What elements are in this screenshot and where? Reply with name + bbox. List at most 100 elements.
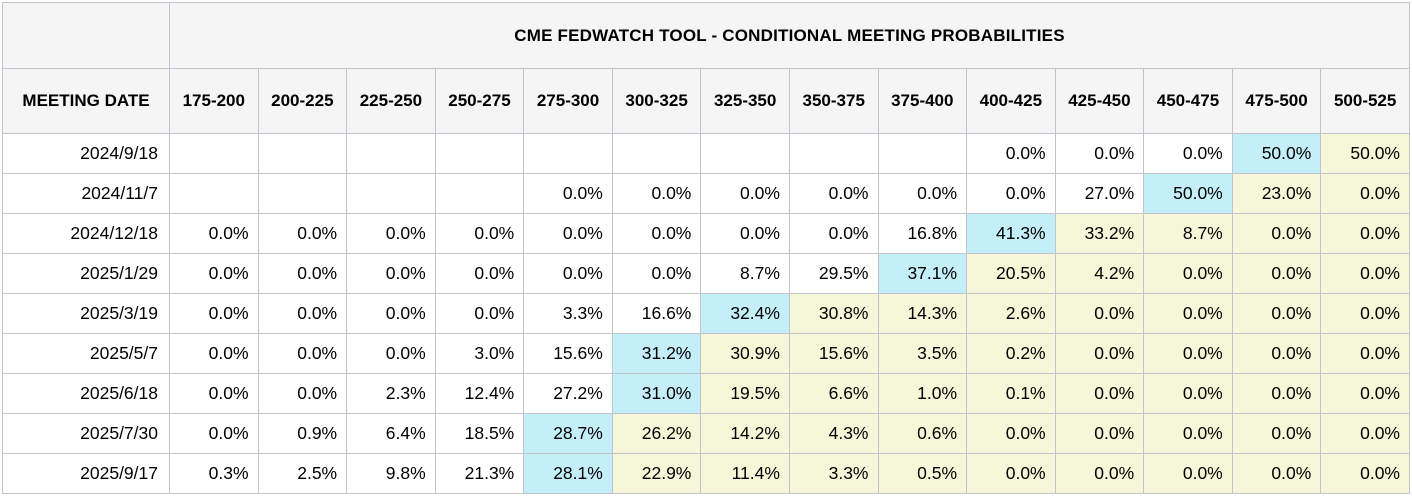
probability-cell: 37.1% [877,253,968,294]
probability-cell: 4.3% [788,413,879,454]
probability-cell [877,133,968,174]
rate-range-header: 200-225 [257,68,348,134]
probability-cell: 0.0% [169,213,259,254]
probability-cell: 41.3% [966,213,1056,254]
probability-cell: 16.8% [877,213,968,254]
probability-cell: 0.0% [1054,293,1145,334]
probability-cell: 0.0% [1231,413,1322,454]
probability-cell: 0.0% [1143,133,1233,174]
probability-cell: 0.0% [1231,333,1322,374]
probability-cell: 0.0% [611,213,702,254]
probability-cell: 0.0% [611,253,702,294]
corner-cell [2,2,170,69]
probability-cell: 0.0% [1231,373,1322,414]
probability-cell: 0.0% [169,373,259,414]
probability-cell: 8.7% [700,253,790,294]
probability-cell: 2.3% [346,373,436,414]
rate-range-header: 175-200 [169,68,259,134]
probability-cell: 0.0% [1143,413,1233,454]
probability-cell [788,133,879,174]
probability-cell: 0.0% [700,213,790,254]
probability-cell: 0.0% [169,333,259,374]
meeting-date-cell: 2025/1/29 [2,253,170,294]
probability-cell: 3.3% [523,293,613,334]
probability-cell: 0.0% [1054,413,1145,454]
probability-cell: 0.0% [346,253,436,294]
probability-cell: 0.3% [169,453,259,494]
probability-cell: 0.0% [1143,293,1233,334]
probability-cell: 0.0% [257,373,348,414]
table-row: 2025/7/30 0.0% 0.9% 6.4% 18.5% 28.7% 26.2% 14.2… [2,413,1410,454]
probability-cell: 6.4% [346,413,436,454]
probability-cell: 21.3% [434,453,525,494]
meeting-date-cell: 2024/12/18 [2,213,170,254]
rate-range-header: 300-325 [611,68,702,134]
probability-cell: 0.0% [1320,253,1410,294]
probability-cell: 0.0% [257,213,348,254]
probability-cell: 0.0% [1054,333,1145,374]
probability-cell: 0.0% [523,173,613,214]
probability-cell [434,133,525,174]
probability-cell: 27.0% [1054,173,1145,214]
probability-cell: 0.0% [434,253,525,294]
probability-cell [523,133,613,174]
probability-cell: 28.7% [523,413,613,454]
probability-cell [169,173,259,214]
probability-cell: 0.2% [966,333,1056,374]
probability-cell: 0.0% [257,333,348,374]
probability-cell: 0.0% [434,293,525,334]
probability-cell: 0.0% [1320,173,1410,214]
probability-cell: 0.0% [611,173,702,214]
probability-cell: 2.5% [257,453,348,494]
probability-cell: 0.0% [1054,373,1145,414]
probability-cell: 0.0% [1231,293,1322,334]
probability-cell: 0.0% [1143,453,1233,494]
probability-cell: 2.6% [966,293,1056,334]
probability-cell [169,133,259,174]
probability-cell: 50.0% [1320,133,1410,174]
table-row: 2025/5/7 0.0% 0.0% 0.0% 3.0% 15.6% 31.2% 30.9% 1… [2,333,1410,374]
table-row: 2025/9/17 0.3% 2.5% 9.8% 21.3% 28.1% 22.9% 11.4… [2,453,1410,494]
probability-cell [346,173,436,214]
table-row: 2025/3/19 0.0% 0.0% 0.0% 0.0% 3.3% 16.6% 32.4% 3… [2,293,1410,334]
probability-cell: 50.0% [1143,173,1233,214]
probability-cell: 14.3% [877,293,968,334]
probability-cell: 0.0% [1143,333,1233,374]
probability-cell: 29.5% [788,253,879,294]
probability-cell [257,133,348,174]
probability-cell: 0.0% [700,173,790,214]
probability-cell: 19.5% [700,373,790,414]
probability-cell: 33.2% [1054,213,1145,254]
probability-cell: 0.0% [1320,453,1410,494]
probability-cell: 23.0% [1231,173,1322,214]
probability-cell: 18.5% [434,413,525,454]
meeting-date-cell: 2024/11/7 [2,173,170,214]
probability-cell: 28.1% [523,453,613,494]
probability-cell: 6.6% [788,373,879,414]
probability-cell: 27.2% [523,373,613,414]
meeting-date-cell: 2025/5/7 [2,333,170,374]
table-body: 2024/9/18 0.0% 0.0% 0.0% 50.0% 50.0% 2024/11/7… [2,133,1410,494]
rate-range-header: 450-475 [1143,68,1233,134]
probability-cell: 0.0% [257,253,348,294]
probability-cell: 0.0% [169,413,259,454]
rate-range-header: 400-425 [966,68,1056,134]
table-row: 2024/9/18 0.0% 0.0% 0.0% 50.0% 50.0% [2,133,1410,174]
probability-cell: 0.0% [346,213,436,254]
probability-cell: 20.5% [966,253,1056,294]
meeting-date-cell: 2025/3/19 [2,293,170,334]
probability-cell [346,133,436,174]
probability-cell: 50.0% [1231,133,1322,174]
probability-cell [611,133,702,174]
probability-cell: 26.2% [611,413,702,454]
probability-cell: 0.0% [788,213,879,254]
table-row: 2025/1/29 0.0% 0.0% 0.0% 0.0% 0.0% 0.0% 8.7% 29.… [2,253,1410,294]
probability-cell: 0.0% [877,173,968,214]
probability-cell: 0.0% [966,173,1056,214]
probability-cell: 1.0% [877,373,968,414]
probability-cell: 16.6% [611,293,702,334]
probability-cell [257,173,348,214]
probability-cell: 0.0% [257,293,348,334]
